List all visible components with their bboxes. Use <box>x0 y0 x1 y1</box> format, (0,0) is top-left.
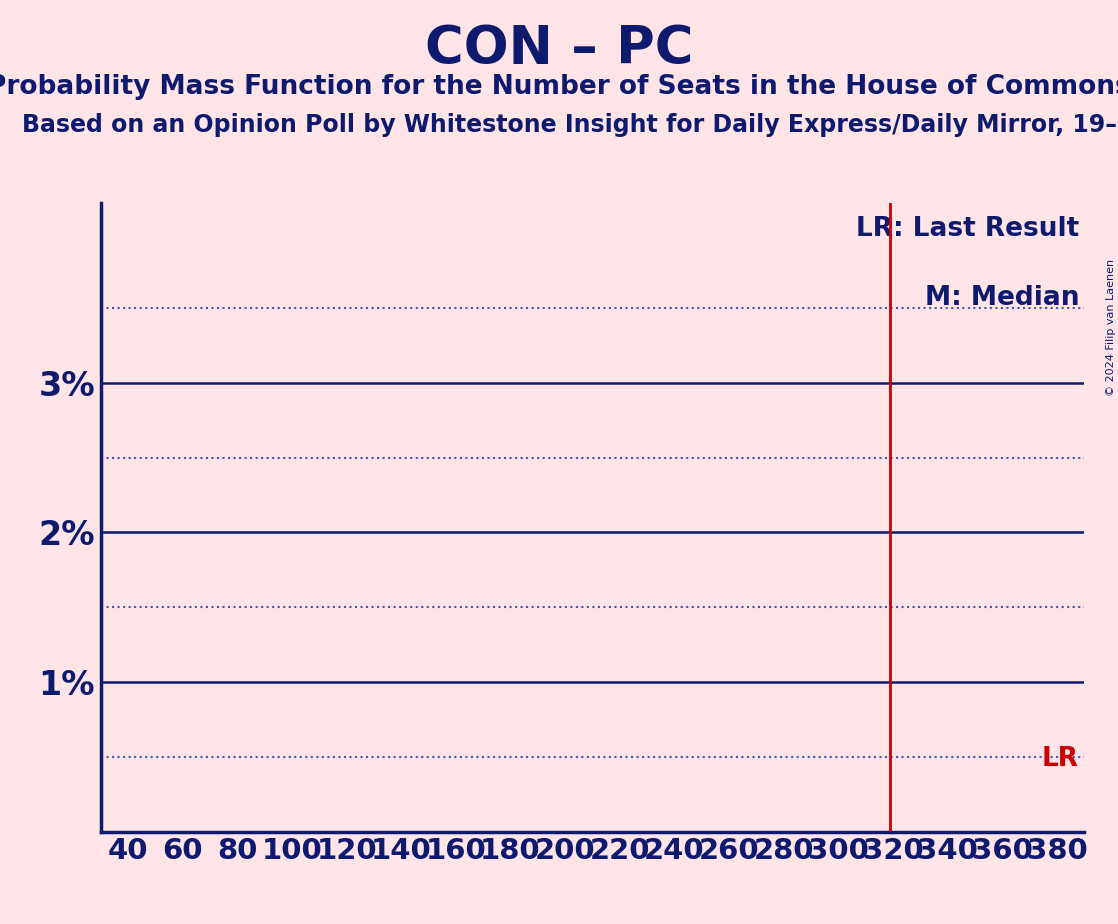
Text: M: Median: M: Median <box>925 285 1080 311</box>
Text: Probability Mass Function for the Number of Seats in the House of Commons: Probability Mass Function for the Number… <box>0 74 1118 100</box>
Text: LR: LR <box>1042 746 1079 772</box>
Text: Based on an Opinion Poll by Whitestone Insight for Daily Express/Daily Mirror, 1: Based on an Opinion Poll by Whitestone I… <box>22 113 1118 137</box>
Text: CON – PC: CON – PC <box>425 23 693 75</box>
Text: © 2024 Filip van Laenen: © 2024 Filip van Laenen <box>1106 259 1116 395</box>
Text: LR: Last Result: LR: Last Result <box>856 216 1080 242</box>
